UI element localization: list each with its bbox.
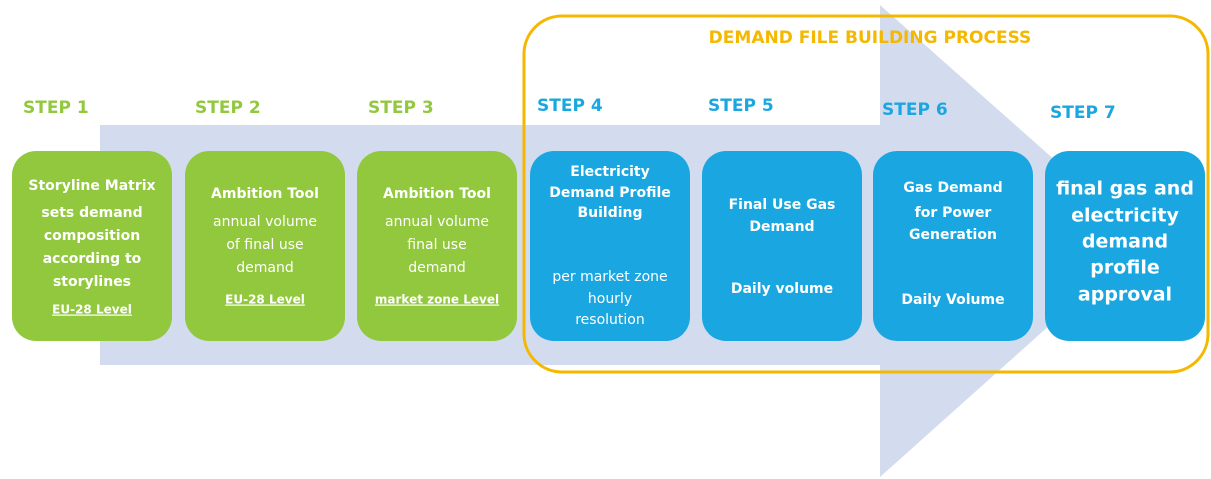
- step-label: STEP 4: [537, 96, 603, 116]
- step-text: Demand: [749, 219, 814, 235]
- step-text: resolution: [575, 312, 645, 328]
- step-text: Demand Profile: [549, 185, 670, 201]
- step-text: according to: [43, 251, 142, 267]
- step-text: Ambition Tool: [211, 186, 319, 202]
- step-label: STEP 2: [195, 98, 261, 118]
- step-text: storylines: [53, 274, 131, 290]
- step-text: Daily Volume: [901, 292, 1004, 308]
- step-box: [185, 151, 345, 341]
- step-label: STEP 6: [882, 100, 948, 120]
- step-text: electricity: [1071, 205, 1179, 227]
- step-text: Generation: [909, 227, 997, 243]
- step-text: annual volume: [385, 214, 489, 230]
- step-text: EU-28 Level: [225, 293, 305, 307]
- step-text: hourly: [588, 291, 632, 307]
- step-text: sets demand: [41, 205, 142, 221]
- step-text: Electricity: [570, 164, 649, 180]
- step-text: Building: [577, 205, 642, 221]
- step-text: annual volume: [213, 214, 317, 230]
- step-label: STEP 1: [23, 98, 89, 118]
- step-box: [357, 151, 517, 341]
- step-text: for Power: [915, 205, 992, 221]
- step-text: demand: [408, 260, 465, 276]
- step-text: of final use: [226, 237, 303, 253]
- frame-title: DEMAND FILE BUILDING PROCESS: [709, 28, 1032, 48]
- step-text: approval: [1078, 284, 1172, 306]
- step-text: demand: [236, 260, 293, 276]
- step-text: final use: [407, 237, 466, 253]
- process-frame: [522, 14, 1210, 374]
- step-label: STEP 3: [368, 98, 434, 118]
- step-label: STEP 5: [708, 96, 774, 116]
- step-label: STEP 7: [1050, 103, 1116, 123]
- step-text: market zone Level: [375, 293, 499, 307]
- step-box: [873, 151, 1033, 341]
- step-text: Final Use Gas: [729, 197, 836, 213]
- step-box: [702, 151, 862, 341]
- step-text: composition: [44, 228, 140, 244]
- step-text: Ambition Tool: [383, 186, 491, 202]
- step-text: profile: [1090, 257, 1160, 279]
- step-box: [1045, 151, 1205, 341]
- step-text: Storyline Matrix: [28, 178, 155, 194]
- step-text: Daily volume: [731, 281, 833, 297]
- step-text: demand: [1082, 231, 1168, 253]
- step-box: [530, 151, 690, 341]
- step-text: per market zone: [552, 269, 667, 285]
- step-text: final gas and: [1056, 178, 1194, 200]
- step-text: Gas Demand: [903, 180, 1002, 196]
- step-text: EU-28 Level: [52, 303, 132, 317]
- step-box: [12, 151, 172, 341]
